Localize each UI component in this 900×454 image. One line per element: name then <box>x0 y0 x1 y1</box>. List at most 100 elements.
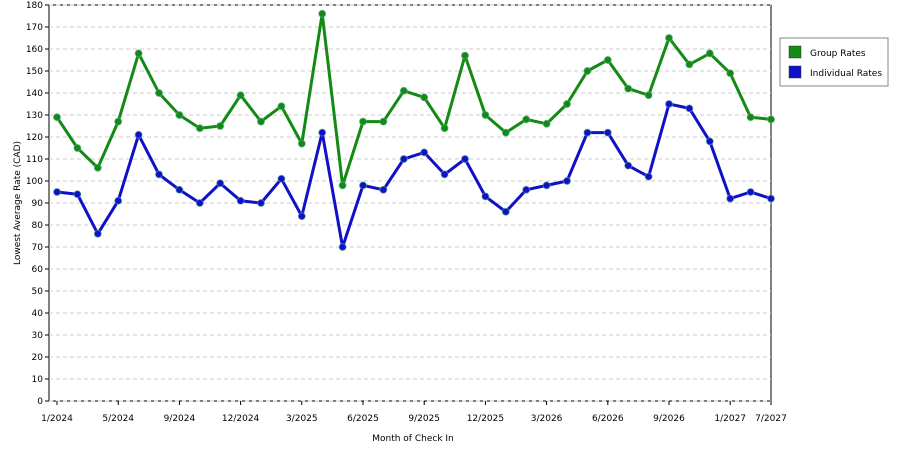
point <box>338 243 347 251</box>
y-tick-label: 20 <box>32 353 44 363</box>
point <box>501 128 510 137</box>
point <box>297 212 306 221</box>
y-tick-label: 90 <box>32 199 44 209</box>
point <box>379 117 388 126</box>
point <box>746 113 755 122</box>
legend-swatch <box>788 45 802 59</box>
point <box>767 115 775 124</box>
point <box>440 170 449 179</box>
y-tick-label: 100 <box>26 177 43 187</box>
point <box>542 181 551 190</box>
point <box>583 67 592 75</box>
y-tick-label: 130 <box>26 111 43 121</box>
point <box>665 34 673 42</box>
series-line <box>55 12 772 187</box>
point <box>726 194 735 203</box>
point <box>481 192 490 201</box>
y-tick-label: 160 <box>26 45 43 55</box>
point <box>338 181 347 190</box>
y-tick-label: 60 <box>32 265 44 275</box>
x-tick-label: 3/2026 <box>531 414 563 424</box>
y-tick-label: 0 <box>37 397 43 407</box>
point <box>420 93 429 102</box>
point <box>624 84 633 93</box>
y-tick-label: 180 <box>26 1 43 11</box>
y-tick-label: 120 <box>26 133 43 143</box>
point <box>420 148 429 157</box>
point <box>399 155 408 163</box>
point <box>53 113 61 122</box>
legend-label: Individual Rates <box>810 69 882 79</box>
x-axis-label: Month of Check In <box>372 434 454 444</box>
point <box>563 177 571 185</box>
point <box>767 194 775 203</box>
point <box>114 196 123 205</box>
x-tick-label: 1/2024 <box>41 414 73 424</box>
point <box>73 144 82 152</box>
point <box>603 56 612 64</box>
y-tick-label: 40 <box>32 309 44 319</box>
point <box>746 188 755 196</box>
point <box>277 102 286 111</box>
point <box>175 111 184 119</box>
x-tick-label: 9/2025 <box>408 414 440 424</box>
legend-label: Group Rates <box>810 49 866 59</box>
x-tick-label: 3/2025 <box>286 414 318 424</box>
x-tick-label: 1/2027 <box>714 414 746 424</box>
point <box>359 181 367 190</box>
point <box>522 115 531 124</box>
y-tick-label: 50 <box>32 287 44 297</box>
point <box>277 174 286 183</box>
y-tick-label: 140 <box>26 89 43 99</box>
point <box>501 207 510 216</box>
point <box>155 170 163 179</box>
x-tick-label: 6/2025 <box>347 414 379 424</box>
x-tick-label: 12/2024 <box>222 414 260 424</box>
point <box>216 122 225 130</box>
y-tick-label: 80 <box>32 221 44 231</box>
point <box>359 117 367 126</box>
point <box>216 179 225 188</box>
point <box>73 190 82 199</box>
y-tick-label: 10 <box>32 375 44 385</box>
point <box>603 128 612 137</box>
point <box>257 199 265 207</box>
point <box>644 91 653 100</box>
legend-swatch <box>788 65 802 79</box>
point <box>195 199 204 207</box>
x-tick-label: 9/2026 <box>653 414 685 424</box>
point <box>195 124 204 133</box>
y-axis-label: Lowest Average Rate (CAD) <box>13 141 23 265</box>
point <box>705 137 714 146</box>
point <box>522 185 531 194</box>
point <box>134 130 143 139</box>
point <box>399 86 408 95</box>
point <box>665 100 673 108</box>
point <box>236 196 245 205</box>
point <box>175 185 184 194</box>
point <box>379 185 388 194</box>
point <box>318 9 327 18</box>
point <box>726 69 735 78</box>
point <box>481 111 490 119</box>
x-tick-label: 12/2025 <box>467 414 504 424</box>
x-tick-label: 9/2024 <box>164 414 196 424</box>
point <box>53 188 61 196</box>
point <box>236 91 245 100</box>
y-tick-label: 110 <box>26 155 43 165</box>
point <box>93 163 102 172</box>
point <box>134 49 143 58</box>
y-tick-label: 170 <box>26 23 43 33</box>
point <box>705 49 714 58</box>
y-tick-label: 30 <box>32 331 44 341</box>
point <box>563 100 571 108</box>
point <box>93 229 102 238</box>
point <box>257 117 265 126</box>
x-tick-label: 6/2026 <box>592 414 624 424</box>
point <box>644 172 653 181</box>
point <box>318 128 327 137</box>
point <box>461 155 469 163</box>
x-tick-label: 7/2027 <box>755 414 787 424</box>
series-line <box>56 102 772 249</box>
